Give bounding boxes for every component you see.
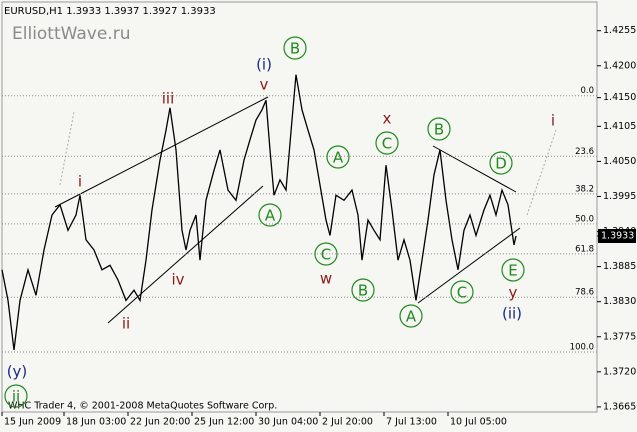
wave-label: B bbox=[434, 121, 444, 139]
wave-label: x bbox=[383, 110, 392, 128]
wave-circle bbox=[427, 117, 451, 141]
y-tick-label: 1.4255 bbox=[603, 25, 636, 36]
wave-label: C bbox=[457, 284, 467, 302]
wave-label: ii bbox=[122, 315, 130, 333]
wave-label: ii bbox=[12, 388, 20, 406]
x-tick-label: 2 Jul 20:00 bbox=[322, 417, 373, 428]
channel-line bbox=[107, 185, 264, 324]
wave-circle bbox=[450, 280, 474, 304]
y-tick-label: 1.4200 bbox=[603, 60, 636, 71]
wave-label: iii bbox=[162, 90, 175, 108]
y-tick-label: 1.4105 bbox=[603, 121, 636, 132]
wave-label: B bbox=[358, 282, 368, 300]
y-tick-label: 1.4050 bbox=[603, 156, 636, 167]
wave-label: C bbox=[321, 246, 331, 264]
wave-label: v bbox=[260, 76, 269, 94]
triangle-line bbox=[417, 227, 521, 304]
plot-frame bbox=[1, 1, 598, 413]
x-tick-label: 30 Jun 04:00 bbox=[258, 417, 318, 428]
y-tick-label: 1.4150 bbox=[603, 92, 636, 103]
wave-circle bbox=[283, 36, 307, 60]
wave-circle bbox=[501, 258, 525, 282]
x-tick-label: 22 Jun 20:00 bbox=[130, 417, 190, 428]
wave-circle bbox=[399, 304, 423, 328]
x-tick-label: 15 Jun 2009 bbox=[4, 417, 61, 428]
watermark: ElliottWave.ru bbox=[12, 24, 130, 44]
wave-circle bbox=[314, 242, 338, 266]
projection-line bbox=[526, 129, 557, 216]
y-tick-label: 1.3995 bbox=[603, 191, 636, 202]
triangle-line bbox=[432, 145, 517, 193]
fib-label: 0.0 bbox=[580, 86, 594, 96]
fib-label: 78.6 bbox=[575, 288, 594, 298]
y-tick-label: 1.3830 bbox=[603, 296, 636, 307]
fib-label: 50.0 bbox=[575, 214, 594, 224]
wave-label: y bbox=[509, 284, 518, 302]
fib-label: 23.6 bbox=[575, 147, 594, 157]
x-tick-label: 25 Jun 12:00 bbox=[194, 417, 254, 428]
wave-label: (y) bbox=[7, 363, 28, 381]
x-tick-label: 7 Jul 13:00 bbox=[386, 417, 437, 428]
wave-label: D bbox=[495, 155, 507, 173]
wave-circle bbox=[351, 278, 375, 302]
x-tick-label: 18 Jun 03:00 bbox=[66, 417, 126, 428]
y-tick-label: 1.3720 bbox=[603, 366, 636, 377]
wave-label: C bbox=[382, 135, 392, 153]
wave-label: A bbox=[265, 207, 276, 225]
y-tick-label: 1.3665 bbox=[603, 401, 636, 412]
fib-label: 100.0 bbox=[570, 343, 594, 353]
wave-label: B bbox=[290, 40, 300, 58]
wave-label: (ii) bbox=[502, 305, 522, 323]
wave-circle bbox=[489, 151, 513, 175]
wave-label: (i) bbox=[256, 56, 272, 74]
price-line bbox=[1, 74, 517, 351]
fib-label: 61.8 bbox=[575, 244, 594, 254]
chart-header: EURUSD,H1 1.3933 1.3937 1.3927 1.3933 bbox=[4, 6, 216, 17]
fib-label: 38.2 bbox=[575, 184, 594, 194]
wave-label: i bbox=[78, 173, 82, 191]
projection-lines bbox=[59, 111, 557, 216]
y-tick-label: 1.3885 bbox=[603, 261, 636, 272]
y-tick-label: 1.3775 bbox=[603, 331, 636, 342]
wave-label: E bbox=[508, 262, 517, 280]
x-tick-label: 10 Jul 05:00 bbox=[450, 417, 507, 428]
projection-line bbox=[59, 111, 75, 186]
last-price-box bbox=[598, 229, 636, 244]
wave-label: A bbox=[406, 308, 417, 326]
wave-label: iv bbox=[171, 271, 184, 289]
wave-circle bbox=[4, 384, 28, 408]
last-price-label: 1.3933 bbox=[601, 231, 634, 242]
wave-label: i bbox=[551, 112, 555, 130]
wave-circle bbox=[326, 145, 350, 169]
wave-circle bbox=[258, 203, 282, 227]
wave-circle bbox=[375, 131, 399, 155]
wave-label: A bbox=[333, 149, 344, 167]
footer: WHC Trader 4, © 2001-2008 MetaQuotes Sof… bbox=[8, 401, 277, 412]
wave-label: w bbox=[320, 270, 332, 288]
